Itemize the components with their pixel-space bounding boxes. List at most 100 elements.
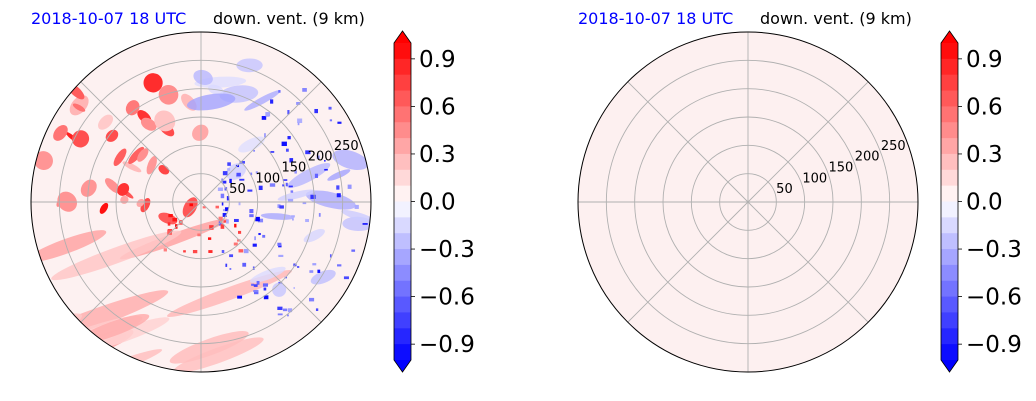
colorbar-segment	[394, 74, 411, 92]
field-speckle-positive	[167, 230, 172, 235]
colorbar-tick-label: −0.6	[966, 285, 1022, 311]
field-speckle-negative	[237, 295, 243, 299]
colorbar-segment	[394, 312, 411, 329]
field-speckle-negative	[297, 122, 300, 126]
field-speckle-positive	[189, 203, 194, 207]
colorbar-tick-label: −0.6	[419, 285, 475, 311]
field-speckle-negative	[262, 283, 269, 287]
colorbar-extend-max	[394, 31, 411, 43]
field-speckle-positive	[220, 224, 225, 229]
colorbar-segment	[941, 106, 958, 123]
field-blob-negative	[310, 269, 336, 285]
field-speckle-negative	[252, 243, 257, 247]
field-speckle-negative	[258, 232, 261, 236]
angular-gridline	[200, 201, 322, 323]
field-blob-positive	[169, 331, 249, 364]
field-speckle-negative	[270, 99, 274, 104]
colorbar-segment	[941, 153, 958, 171]
colorbar-segment	[394, 169, 411, 187]
field-speckle-positive	[168, 214, 173, 218]
field-speckle-negative	[285, 182, 288, 187]
colorbar-segment	[394, 328, 411, 345]
field-blob-positive	[125, 100, 140, 116]
field-speckle-negative	[305, 150, 311, 155]
colorbar-tick-label: 0.3	[419, 142, 456, 168]
field-blob-positive	[158, 84, 179, 105]
left-panel: 2018-10-07 18 UTC down. vent. (9 km) 50 1…	[30, 9, 475, 373]
colorbar-segment	[941, 296, 958, 314]
field-blob-positive	[146, 156, 157, 175]
field-speckle-negative	[253, 290, 259, 295]
field-speckle-positive	[208, 250, 213, 253]
field-speckle-negative	[217, 187, 223, 191]
field-speckle-negative	[293, 287, 295, 289]
field-speckle-negative	[247, 189, 253, 192]
radial-tick-label: 250	[881, 139, 906, 154]
field-blob-negative	[287, 162, 331, 188]
field-speckle-negative	[310, 194, 316, 199]
field-speckle-negative	[229, 267, 232, 270]
field-blob-negative	[244, 90, 281, 111]
field-blob-negative	[186, 93, 236, 111]
field-blob-positive	[72, 103, 86, 112]
colorbar-segment	[941, 43, 958, 60]
field-speckle-negative	[249, 214, 254, 218]
field-speckle-negative	[250, 172, 253, 176]
field-speckle-negative	[292, 218, 294, 221]
field-speckle-negative	[227, 168, 231, 171]
field-blob-negative	[327, 169, 351, 181]
field-speckle-negative	[243, 248, 249, 254]
field-speckle-negative	[287, 136, 291, 140]
colorbar-segment	[394, 217, 411, 234]
field-speckle-negative	[279, 205, 284, 209]
field-speckle-negative	[328, 106, 332, 110]
field-blob-negative	[330, 53, 363, 73]
colorbar-tick-label: 0.6	[419, 94, 456, 120]
field-blob-positive	[113, 148, 127, 166]
colorbar-tick-label: 0.9	[419, 47, 456, 73]
field-speckle-negative	[239, 160, 246, 164]
field-speckle-negative	[336, 193, 341, 198]
field-speckle-positive	[238, 249, 244, 253]
field-blob-positive	[122, 161, 142, 173]
colorbar-segment	[394, 296, 411, 314]
field-speckle-positive	[202, 206, 206, 209]
colorbar-segment	[394, 122, 411, 139]
field-speckle-negative	[351, 249, 356, 252]
field-speckle-negative	[222, 209, 226, 212]
colorbar-segment	[394, 344, 411, 361]
field-speckle-negative	[277, 204, 281, 208]
field-blob-positive	[136, 198, 145, 207]
field-speckle-negative	[297, 266, 300, 268]
left-polar-grid	[31, 32, 371, 372]
field-blob-positive	[173, 337, 264, 372]
field-speckle-negative	[254, 236, 256, 241]
field-speckle-negative	[251, 283, 255, 286]
field-speckle-negative	[256, 280, 260, 285]
field-speckle-negative	[317, 269, 321, 273]
right-colorbar: 0.9 0.6 0.3 0.0 −0.3 −0.6 −0.9	[940, 30, 1022, 373]
angular-gridline	[747, 201, 869, 323]
field-speckle-negative	[226, 219, 229, 224]
colorbar-segment	[941, 217, 958, 234]
colorbar-segment	[941, 74, 958, 92]
right-polar-grid	[578, 32, 918, 372]
field-speckle-negative	[278, 90, 281, 93]
radial-tick-label: 50	[776, 182, 793, 197]
field-speckle-negative	[302, 202, 307, 205]
field-speckle-negative	[296, 101, 301, 105]
field-speckle-negative	[220, 193, 225, 199]
field-speckle-negative	[263, 287, 267, 291]
field-speckle-negative	[308, 297, 315, 302]
left-polar-frame	[30, 31, 372, 373]
field-blob-positive	[140, 117, 157, 131]
field-speckle-positive	[236, 239, 241, 242]
colorbar-segment	[941, 233, 958, 250]
field-blob-positive	[117, 183, 130, 196]
field-blob-positive	[128, 146, 145, 164]
field-speckle-negative	[315, 308, 319, 311]
field-blob-negative	[277, 189, 316, 201]
